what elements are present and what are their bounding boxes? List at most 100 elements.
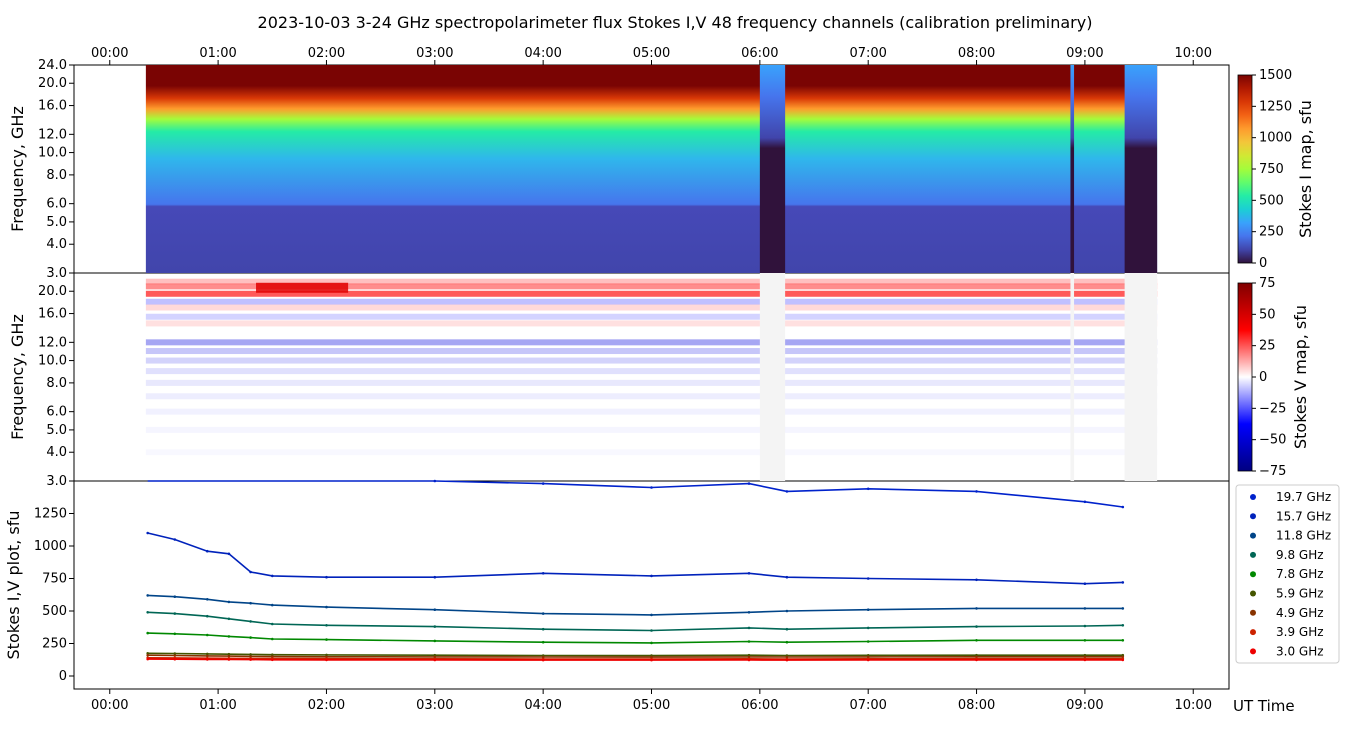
series-point bbox=[325, 605, 328, 609]
series-point bbox=[249, 570, 252, 574]
series-point bbox=[1121, 658, 1125, 662]
ytick-label: 24.0 bbox=[38, 58, 67, 73]
xtick-label: 01:00 bbox=[199, 698, 236, 713]
series-point bbox=[271, 637, 274, 641]
series-point bbox=[541, 655, 545, 659]
ytick-label: 6.0 bbox=[46, 405, 67, 420]
series-point bbox=[785, 658, 789, 662]
xtick-label: 07:00 bbox=[849, 698, 886, 713]
series-point bbox=[173, 657, 177, 661]
series-point bbox=[146, 611, 149, 614]
series-point bbox=[1083, 624, 1087, 628]
ytick-label: 3.0 bbox=[46, 266, 67, 281]
colorbar-tick-label: −50 bbox=[1259, 433, 1286, 448]
legend-marker bbox=[1250, 609, 1256, 616]
xtick-label: 00:00 bbox=[91, 698, 128, 713]
stokes-v-band bbox=[145, 357, 1158, 364]
series-point bbox=[1083, 655, 1087, 659]
series-point bbox=[227, 635, 231, 638]
colorbar-tick-label: 1250 bbox=[1259, 99, 1292, 114]
series-point bbox=[206, 549, 209, 553]
series-point bbox=[1083, 500, 1087, 504]
legend-marker bbox=[1250, 513, 1256, 520]
legend-marker bbox=[1250, 648, 1256, 655]
ytick-label: 1250 bbox=[34, 507, 67, 522]
series-point bbox=[1121, 607, 1125, 610]
stokes-v-band bbox=[145, 304, 1158, 311]
series-point bbox=[747, 611, 751, 614]
stokes-v-band bbox=[145, 313, 1158, 320]
ytick-label: 8.0 bbox=[46, 168, 67, 183]
series-point bbox=[249, 655, 252, 658]
series-point bbox=[325, 658, 328, 662]
axes-layer: 3.0 4.0 5.0 6.0 8.0 10.0 12.0 16.0 20.0 24.0 3.0 4.… bbox=[34, 46, 1292, 713]
series-point bbox=[747, 640, 751, 643]
series-point bbox=[146, 652, 149, 655]
xtick-label: 01:00 bbox=[199, 46, 236, 61]
legend-label: 9.8 GHz bbox=[1276, 548, 1324, 562]
colorbar-tick-label: 750 bbox=[1259, 162, 1284, 177]
series-point bbox=[1083, 582, 1087, 585]
series-point bbox=[206, 614, 209, 618]
series-point bbox=[433, 575, 437, 579]
series-point bbox=[227, 652, 231, 656]
series-line bbox=[147, 657, 1123, 660]
series-point bbox=[975, 607, 978, 610]
series-point bbox=[541, 640, 545, 644]
stokes-v-band bbox=[145, 408, 1158, 415]
xtick-label: 02:00 bbox=[308, 46, 345, 61]
stokes-v-band bbox=[145, 339, 1158, 346]
xtick-label: 04:00 bbox=[524, 698, 561, 713]
legend-marker bbox=[1250, 494, 1256, 500]
series-point bbox=[173, 612, 177, 615]
series-point bbox=[325, 638, 328, 641]
colorbar-tick-label: −25 bbox=[1259, 401, 1286, 416]
legend-marker bbox=[1250, 629, 1256, 636]
legend-label: 19.7 GHz bbox=[1276, 490, 1331, 504]
series-point bbox=[785, 627, 789, 631]
ytick-label: 10.0 bbox=[38, 354, 67, 369]
series-point bbox=[541, 658, 545, 662]
stokes-v-gap bbox=[759, 273, 786, 481]
chart-title: 2023-10-03 3-24 GHz spectropolarimeter f… bbox=[258, 13, 1093, 32]
series-point bbox=[249, 636, 252, 639]
colorbar-v bbox=[1237, 282, 1253, 472]
series-point bbox=[271, 603, 274, 607]
ytick-label: 5.0 bbox=[46, 215, 67, 230]
series-line bbox=[147, 594, 1123, 616]
legend-marker bbox=[1250, 551, 1256, 558]
stokes-i-gap bbox=[1124, 65, 1158, 273]
stokes-i-heatmap bbox=[145, 65, 1158, 273]
series-point bbox=[249, 658, 252, 661]
xtick-label: 05:00 bbox=[633, 46, 670, 61]
series-point bbox=[541, 612, 545, 615]
series-point bbox=[650, 486, 653, 489]
xtick-label: 09:00 bbox=[1066, 698, 1103, 713]
series-point bbox=[206, 633, 209, 637]
series-point bbox=[1121, 624, 1125, 627]
series-point bbox=[866, 487, 870, 491]
stokes-i-gap bbox=[1070, 65, 1075, 273]
colorbar-tick-label: 1000 bbox=[1259, 131, 1292, 146]
series-point bbox=[227, 654, 231, 658]
series-point bbox=[650, 629, 653, 632]
series-point bbox=[866, 626, 870, 630]
colorbar-tick-label: 0 bbox=[1259, 370, 1267, 385]
colorbar-tick-label: 25 bbox=[1259, 339, 1276, 354]
xtick-label: 06:00 bbox=[741, 46, 778, 61]
colorbar-tick-label: 0 bbox=[1259, 256, 1267, 271]
series-line bbox=[147, 532, 1123, 585]
series-point bbox=[866, 658, 870, 662]
series-point bbox=[271, 622, 274, 626]
series-point bbox=[747, 658, 751, 662]
ytick-label: 10.0 bbox=[38, 146, 67, 161]
colorbar-tick-label: 250 bbox=[1259, 225, 1284, 240]
series-point bbox=[206, 652, 209, 656]
series-point bbox=[146, 653, 149, 657]
series-point bbox=[249, 620, 252, 623]
legend-label: 7.8 GHz bbox=[1276, 567, 1324, 581]
series-point bbox=[866, 640, 870, 643]
xtick-label: 06:00 bbox=[741, 698, 778, 713]
stokes-v-band bbox=[145, 320, 1158, 327]
series-point bbox=[271, 574, 274, 578]
